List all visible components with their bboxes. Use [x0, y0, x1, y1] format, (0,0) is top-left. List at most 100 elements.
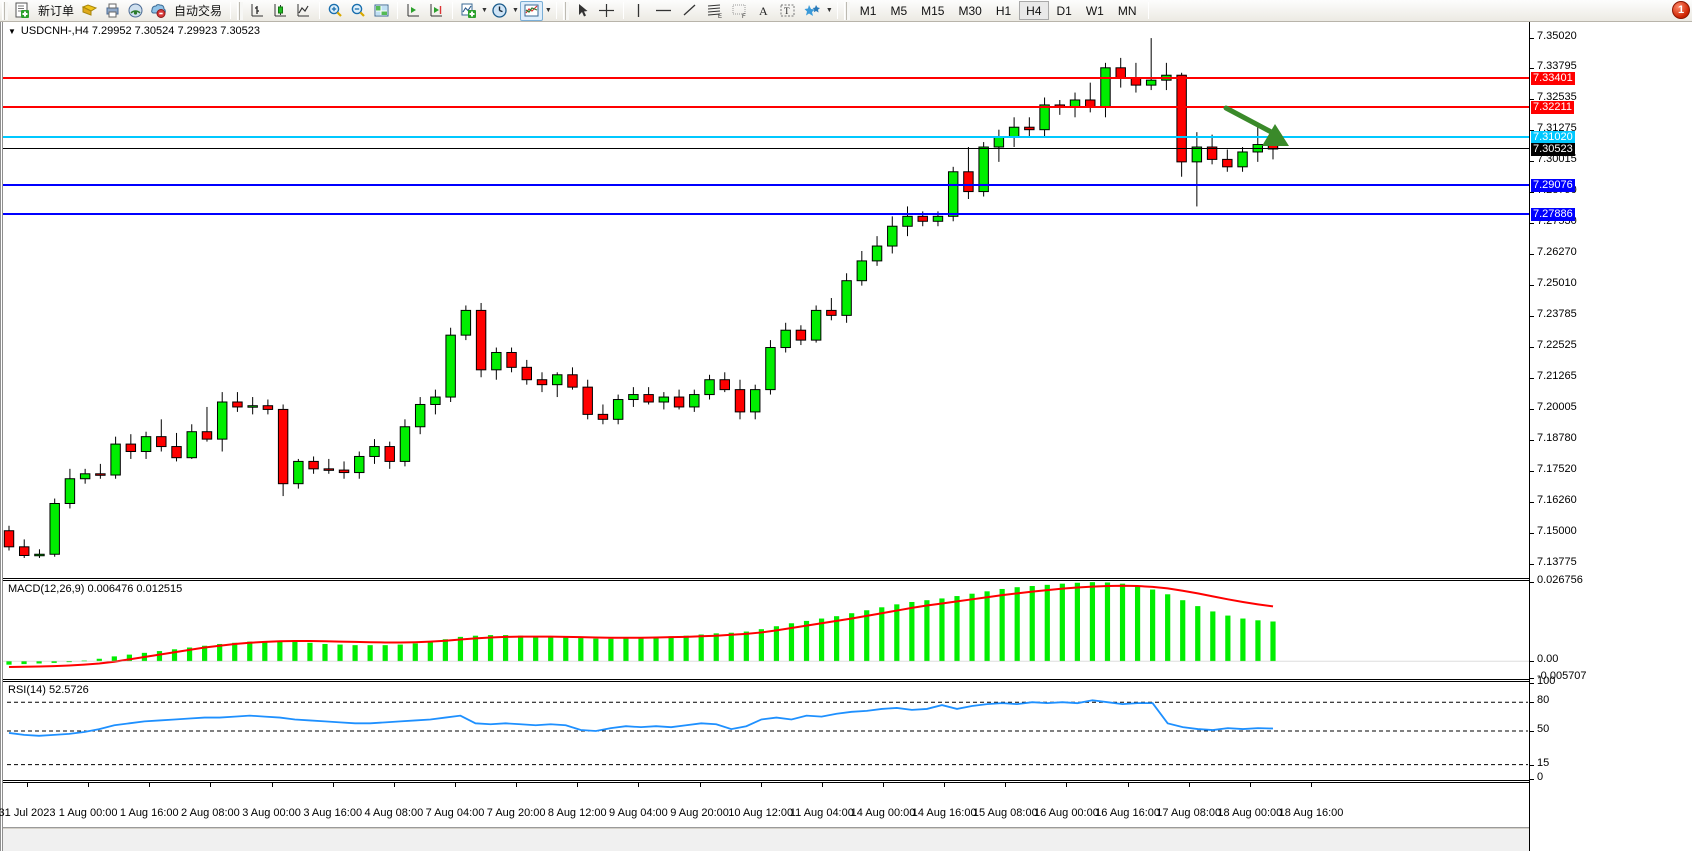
price-tick-label: 7.33795	[1537, 59, 1577, 72]
chevron-down-icon[interactable]: ▼	[481, 7, 488, 14]
time-tick	[455, 783, 456, 787]
auto-trading-label[interactable]: 自动交易	[174, 4, 223, 18]
macd-tick-label: -0.005707	[1537, 670, 1587, 682]
symbol-info-bar: ▼ USDCNH-,H4 7.29952 7.30524 7.29923 7.3…	[8, 25, 260, 37]
templates-icon[interactable]	[519, 0, 543, 21]
fibo-fan-icon[interactable]: F	[728, 1, 751, 21]
price-tick-label: 7.13775	[1537, 555, 1577, 568]
toolbar-separator-4	[452, 2, 454, 19]
vline-icon[interactable]	[629, 1, 649, 21]
price-level-line-7.30523[interactable]	[3, 147, 1532, 149]
new-order-label[interactable]: 新订单	[38, 4, 75, 18]
price-tick: 7.17520	[1530, 463, 1692, 475]
bar-chart-icon[interactable]	[247, 1, 268, 21]
price-tick: 7.33795	[1530, 60, 1692, 72]
price-tag-7.33401[interactable]: 7.33401	[1531, 71, 1575, 85]
timeframe-h1[interactable]: H1	[995, 3, 1012, 18]
rsi-tick-label: 100	[1537, 675, 1556, 687]
shapes-icon[interactable]	[801, 1, 824, 21]
price-level-line-7.27886[interactable]	[3, 213, 1532, 216]
indicators-icon[interactable]	[458, 1, 479, 21]
toolbar-grip-2[interactable]	[237, 1, 244, 20]
price-tick-label: 7.35020	[1537, 29, 1577, 42]
toolbar-separator-6	[622, 2, 624, 19]
tile-windows-icon[interactable]	[371, 1, 392, 21]
price-tick: 7.35020	[1530, 30, 1692, 42]
price-pane[interactable]: ▼ USDCNH-,H4 7.29952 7.30524 7.29923 7.3…	[3, 22, 1532, 579]
folder-icon[interactable]	[79, 1, 100, 21]
time-axis-label: 9 Aug 04:00	[609, 807, 668, 819]
print-icon[interactable]	[102, 1, 123, 21]
text-icon[interactable]: A	[753, 1, 774, 21]
timeframe-w1[interactable]: W1	[1085, 3, 1104, 18]
chevron-down-icon-2[interactable]: ▼	[511, 7, 519, 14]
toolbar-grip-3[interactable]	[562, 1, 569, 20]
zoom-in-icon[interactable]	[325, 1, 346, 21]
chevron-down-icon-3[interactable]: ▼	[544, 7, 552, 14]
toolbar-separator-3	[397, 2, 399, 19]
rsi-pane[interactable]: RSI(14) 52.5726	[3, 681, 1532, 781]
time-axis-label: 4 Aug 08:00	[364, 807, 424, 819]
price-tick-label: 7.30015	[1537, 153, 1577, 166]
time-tick	[393, 783, 395, 787]
candle-chart-icon[interactable]	[270, 1, 291, 21]
price-tag-7.29076[interactable]: 7.29076	[1531, 178, 1575, 192]
new-order-icon[interactable]	[12, 1, 33, 21]
price-tag-7.32211[interactable]: 7.32211	[1531, 101, 1574, 115]
time-tick	[332, 783, 334, 787]
rsi-tick: 50	[1530, 723, 1692, 735]
price-tag-7.31020[interactable]: 7.31020	[1531, 130, 1575, 144]
signal-icon[interactable]	[125, 1, 146, 21]
chart-menu-icon[interactable]: ▼	[8, 26, 16, 36]
toolbar-grip[interactable]	[2, 1, 8, 20]
price-level-line-7.32211[interactable]	[3, 106, 1532, 109]
trendline-icon[interactable]	[678, 1, 701, 21]
down-trend-arrow[interactable]	[1223, 104, 1298, 149]
time-axis-label: 14 Aug 16:00	[911, 807, 977, 819]
macd-plot	[3, 582, 1532, 669]
cursor-icon[interactable]	[573, 1, 593, 21]
price-level-line-7.31020[interactable]	[3, 135, 1532, 138]
timeframe-m5[interactable]: M5	[890, 3, 908, 18]
price-scale[interactable]: 7.350207.337957.325357.312757.300157.287…	[1529, 22, 1692, 851]
time-axis-label: 3 Aug 00:00	[242, 807, 301, 819]
chevron-down-icon-4[interactable]: ▼	[825, 7, 833, 14]
price-tick-label: 7.21265	[1537, 370, 1577, 383]
crosshair-icon[interactable]	[595, 1, 618, 21]
time-tick	[1005, 783, 1007, 787]
timeframe-mn[interactable]: MN	[1117, 3, 1137, 18]
time-axis-label: 7 Aug 04:00	[425, 807, 485, 819]
price-tag-7.27886[interactable]: 7.27886	[1531, 208, 1575, 222]
chart-area[interactable]: ▼ USDCNH-,H4 7.29952 7.30524 7.29923 7.3…	[0, 22, 1692, 851]
time-axis-label: 16 Aug 00:00	[1034, 807, 1099, 819]
time-tick	[1127, 783, 1129, 787]
price-tick: 7.25010	[1530, 277, 1692, 289]
timeframe-m15[interactable]: M15	[921, 3, 945, 18]
timeframe-d1[interactable]: D1	[1056, 3, 1072, 18]
rsi-tick-label: 80	[1537, 694, 1550, 707]
hline-icon[interactable]	[651, 1, 676, 21]
svg-text:F: F	[742, 14, 746, 19]
time-tick	[271, 783, 273, 787]
period-icon[interactable]	[489, 1, 510, 21]
timeframe-h4[interactable]: H4	[1019, 1, 1049, 20]
price-tag-7.30523[interactable]: 7.30523	[1531, 142, 1575, 156]
toolbar-grip-4[interactable]	[843, 1, 850, 20]
text-label-icon[interactable]: T	[776, 1, 799, 21]
time-tick	[699, 783, 701, 787]
time-tick	[821, 783, 823, 787]
price-tick: 7.18780	[1530, 432, 1692, 444]
alert-badge[interactable]: 1	[1672, 1, 1690, 19]
terminal-icon[interactable]	[148, 1, 169, 21]
shift-end-icon[interactable]	[426, 1, 447, 21]
macd-pane[interactable]: MACD(12,26,9) 0.006476 0.012515	[3, 580, 1532, 680]
timeframe-m1[interactable]: M1	[859, 3, 877, 18]
zoom-out-icon[interactable]	[348, 1, 369, 21]
price-level-line-7.33401[interactable]	[3, 76, 1532, 79]
timeframe-m30[interactable]: M30	[958, 3, 982, 18]
fibonacci-icon[interactable]: E	[703, 1, 726, 21]
shift-start-icon[interactable]	[403, 1, 424, 21]
time-axis-label: 7 Aug 20:00	[486, 807, 546, 819]
price-level-line-7.29076[interactable]	[3, 183, 1532, 186]
line-chart-icon[interactable]	[293, 1, 314, 21]
